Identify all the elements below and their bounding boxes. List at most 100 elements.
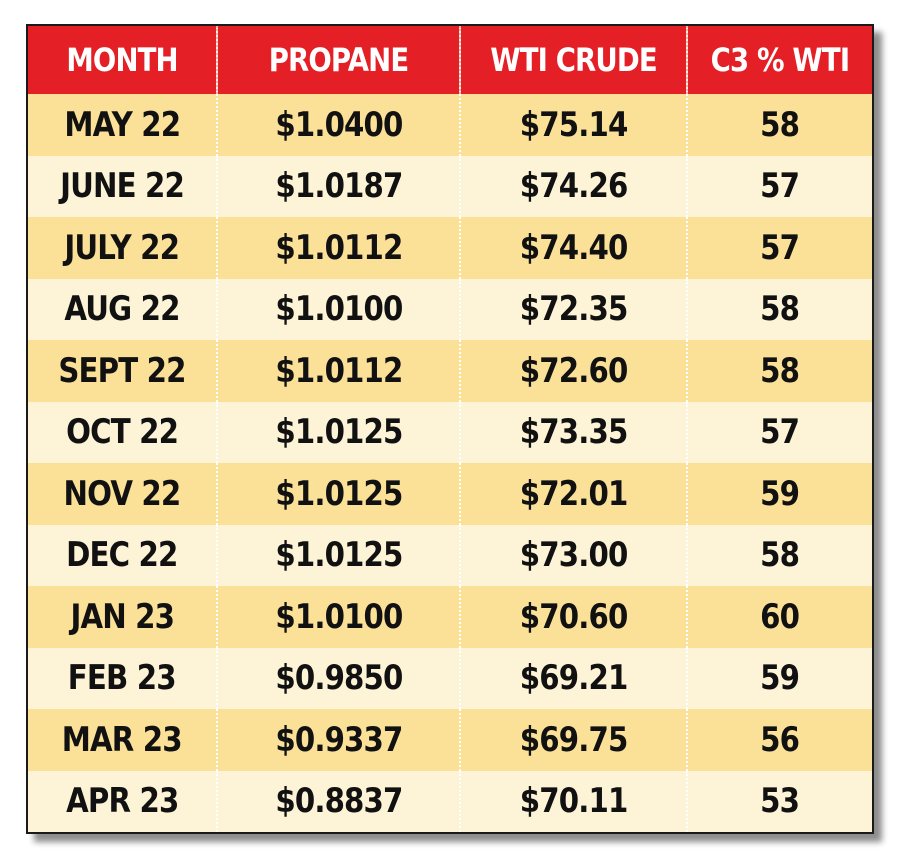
wti-crude-cell-text: $73.35 <box>519 412 629 453</box>
table-row: APR 23 $0.8837 $70.11 53 <box>28 770 872 833</box>
month-cell: JUNE 22 <box>28 156 217 218</box>
column-header-month: MONTH <box>66 41 178 79</box>
c3-pct-wti-cell-text: 58 <box>760 350 801 391</box>
table-row: MAR 23 $0.9337 $69.75 56 <box>28 709 872 771</box>
table-row: AUG 22 $1.0100 $72.35 58 <box>28 278 872 341</box>
c3-pct-wti-cell-text: 57 <box>760 412 801 453</box>
c3-pct-wti-cell: 58 <box>686 524 872 586</box>
c3-pct-wti-cell-text: 58 <box>760 535 801 576</box>
wti-crude-cell: $72.60 <box>459 340 687 402</box>
propane-cell-text: $1.0100 <box>274 596 403 637</box>
month-cell: JULY 22 <box>28 217 217 279</box>
c3-pct-wti-cell: 58 <box>686 278 872 340</box>
c3-pct-wti-cell-text: 56 <box>760 719 801 760</box>
wti-crude-cell-text: $72.01 <box>519 473 629 514</box>
wti-crude-cell-text: $69.21 <box>519 658 629 699</box>
month-cell-text: FEB 23 <box>68 658 177 699</box>
wti-crude-cell-text: $74.40 <box>519 227 629 268</box>
wti-crude-cell: $75.14 <box>459 94 687 156</box>
wti-crude-cell: $72.01 <box>459 463 687 525</box>
c3-pct-wti-cell: 58 <box>686 94 872 156</box>
wti-crude-cell: $73.00 <box>459 524 687 586</box>
propane-cell: $0.8837 <box>216 770 460 832</box>
c3-pct-wti-cell-text: 59 <box>760 658 801 699</box>
month-cell-text: DEC 22 <box>66 535 178 576</box>
c3-pct-wti-cell-text: 58 <box>760 104 801 145</box>
c3-pct-wti-cell-text: 57 <box>760 166 801 207</box>
table-row: JULY 22 $1.0112 $74.40 57 <box>28 217 872 279</box>
c3-pct-wti-cell: 57 <box>686 217 872 279</box>
month-cell-text: SEPT 22 <box>58 350 186 391</box>
c3-pct-wti-cell: 59 <box>686 647 872 709</box>
c3-pct-wti-cell: 53 <box>686 770 872 832</box>
c3-pct-wti-cell: 58 <box>686 340 872 402</box>
header-row: MONTH PROPANE WTI CRUDE C3 % WTI <box>28 26 872 94</box>
propane-cell: $1.0112 <box>216 217 460 279</box>
propane-cell-text: $1.0125 <box>274 535 403 576</box>
propane-cell: $0.9337 <box>216 709 460 771</box>
wti-crude-cell-text: $72.35 <box>519 289 629 330</box>
propane-cell: $1.0100 <box>216 586 460 648</box>
wti-crude-cell: $70.60 <box>459 586 687 648</box>
column-header-wti-crude: WTI CRUDE <box>475 26 672 94</box>
c3-pct-wti-cell: 56 <box>686 709 872 771</box>
table-row: JAN 23 $1.0100 $70.60 60 <box>28 586 872 648</box>
table-row: OCT 22 $1.0125 $73.35 57 <box>28 401 872 463</box>
propane-cell-text: $0.9850 <box>274 658 403 699</box>
price-table-container: MONTH PROPANE WTI CRUDE C3 % WTI MAY 22 $… <box>26 24 874 834</box>
table-row: SEPT 22 $1.0112 $72.60 58 <box>28 340 872 402</box>
month-cell: APR 23 <box>28 771 217 833</box>
month-cell-text: JUNE 22 <box>60 166 185 207</box>
propane-cell: $1.0125 <box>216 524 460 586</box>
month-cell: JAN 23 <box>28 586 217 648</box>
c3-pct-wti-cell-text: 58 <box>760 289 801 330</box>
table-row: FEB 23 $0.9850 $69.21 59 <box>28 647 872 709</box>
month-cell: AUG 22 <box>28 279 217 341</box>
table-header: MONTH PROPANE WTI CRUDE C3 % WTI <box>28 26 872 94</box>
month-cell-text: NOV 22 <box>63 473 182 514</box>
table-row: DEC 22 $1.0125 $73.00 58 <box>28 524 872 587</box>
table-body: MAY 22 $1.0400 $75.14 58 JUNE 22 $1.0187 $74.2… <box>28 94 872 832</box>
propane-cell-text: $1.0112 <box>274 350 403 391</box>
propane-cell-text: $1.0125 <box>274 473 403 514</box>
c3-pct-wti-cell: 59 <box>686 463 872 525</box>
propane-cell-text: $0.8837 <box>274 781 403 822</box>
table-row: MAY 22 $1.0400 $75.14 58 <box>28 94 872 156</box>
c3-pct-wti-cell: 57 <box>686 155 872 217</box>
propane-cell: $1.0125 <box>216 463 460 525</box>
c3-pct-wti-cell-text: 59 <box>760 473 801 514</box>
column-header-c3-pct-wti: C3 % WTI <box>699 26 860 94</box>
wti-crude-cell-text: $73.00 <box>519 535 629 576</box>
propane-cell-text: $1.0100 <box>274 289 403 330</box>
propane-cell-text: $1.0112 <box>274 227 403 268</box>
wti-crude-cell: $74.40 <box>459 217 687 279</box>
month-cell-text: MAY 22 <box>64 104 181 145</box>
month-cell: MAR 23 <box>28 709 217 771</box>
month-cell: NOV 22 <box>28 463 217 525</box>
wti-crude-cell-text: $69.75 <box>519 719 629 760</box>
wti-crude-cell-text: $74.26 <box>519 166 629 207</box>
wti-crude-cell: $70.11 <box>459 770 687 832</box>
month-cell-text: MAR 23 <box>62 719 183 760</box>
propane-cell: $1.0125 <box>216 401 460 463</box>
table-row: JUNE 22 $1.0187 $74.26 57 <box>28 155 872 218</box>
wti-crude-cell: $74.26 <box>459 155 687 217</box>
wti-crude-cell-text: $72.60 <box>519 350 629 391</box>
c3-pct-wti-cell-text: 60 <box>760 596 801 637</box>
propane-cell: $1.0400 <box>216 94 460 156</box>
month-cell-text: APR 23 <box>65 781 179 822</box>
c3-pct-wti-cell-text: 57 <box>760 227 801 268</box>
month-cell-text: JULY 22 <box>64 227 181 268</box>
wti-crude-cell: $72.35 <box>459 278 687 340</box>
month-cell-text: OCT 22 <box>66 412 179 453</box>
c3-pct-wti-cell: 60 <box>686 586 872 648</box>
wti-crude-cell-text: $70.60 <box>519 596 629 637</box>
wti-crude-cell: $73.35 <box>459 401 687 463</box>
propane-cell: $1.0187 <box>216 155 460 217</box>
c3-pct-wti-cell: 57 <box>686 401 872 463</box>
c3-pct-wti-cell-text: 53 <box>760 781 801 822</box>
propane-cell-text: $0.9337 <box>274 719 403 760</box>
propane-cell-text: $1.0187 <box>274 166 403 207</box>
month-cell: DEC 22 <box>28 525 217 587</box>
propane-cell: $1.0112 <box>216 340 460 402</box>
